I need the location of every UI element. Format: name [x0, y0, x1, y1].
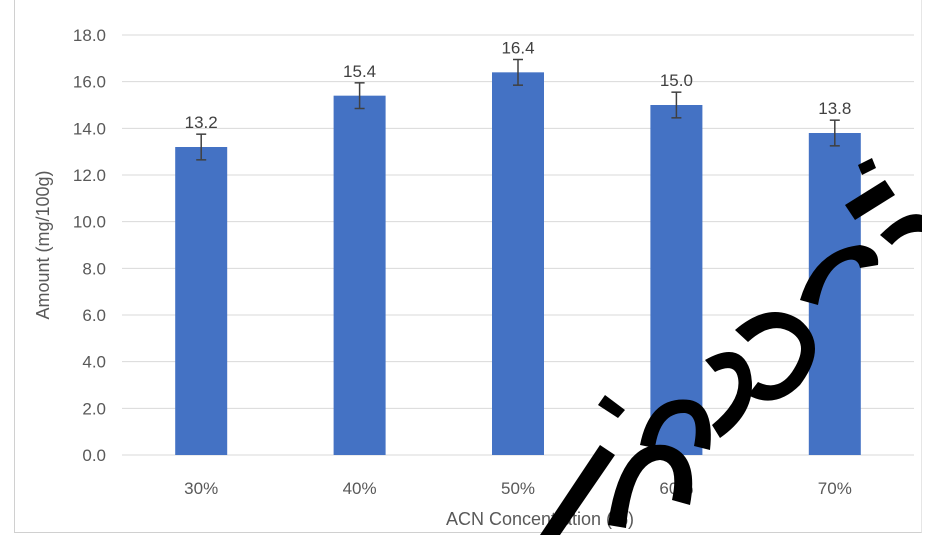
x-axis-ticks: 30%40%50%60%70% [184, 479, 852, 498]
y-tick-label: 8.0 [82, 259, 106, 278]
data-label: 16.4 [501, 39, 534, 58]
y-axis-ticks: 0.0 2.0 4.0 6.0 8.0 10.0 12.0 14.0 16.0 18.0 [73, 26, 106, 465]
error-bars [196, 58, 840, 161]
y-tick-label: 12.0 [73, 166, 106, 185]
x-tick-label: 70% [818, 479, 852, 498]
data-label: 15.0 [660, 71, 693, 90]
data-label: 13.8 [818, 99, 851, 118]
y-tick-label: 16.0 [73, 73, 106, 92]
y-axis-title: Amount (mg/100g) [33, 170, 53, 319]
data-label: 15.4 [343, 62, 376, 81]
y-tick-label: 0.0 [82, 446, 106, 465]
bar-60pct [650, 105, 703, 455]
y-tick-label: 10.0 [73, 213, 106, 232]
bar-30pct [175, 147, 228, 455]
bars [175, 72, 861, 456]
chart-frame [14, 0, 922, 533]
y-tick-label: 2.0 [82, 399, 106, 418]
y-tick-label: 6.0 [82, 306, 106, 325]
bar-40pct [333, 95, 386, 456]
x-tick-label: 30% [184, 479, 218, 498]
y-tick-label: 18.0 [73, 26, 106, 45]
manuscript-watermark [540, 158, 922, 535]
bar-50pct [492, 72, 544, 455]
data-labels: 13.2 15.4 16.4 15.0 13.8 [185, 39, 852, 133]
y-tick-label: 14.0 [73, 119, 106, 138]
x-tick-label: 40% [343, 479, 377, 498]
x-tick-label: 50% [501, 479, 535, 498]
x-axis-title: ACN Concentration (%) [446, 509, 634, 529]
y-tick-label: 4.0 [82, 353, 106, 372]
data-label: 13.2 [185, 113, 218, 132]
